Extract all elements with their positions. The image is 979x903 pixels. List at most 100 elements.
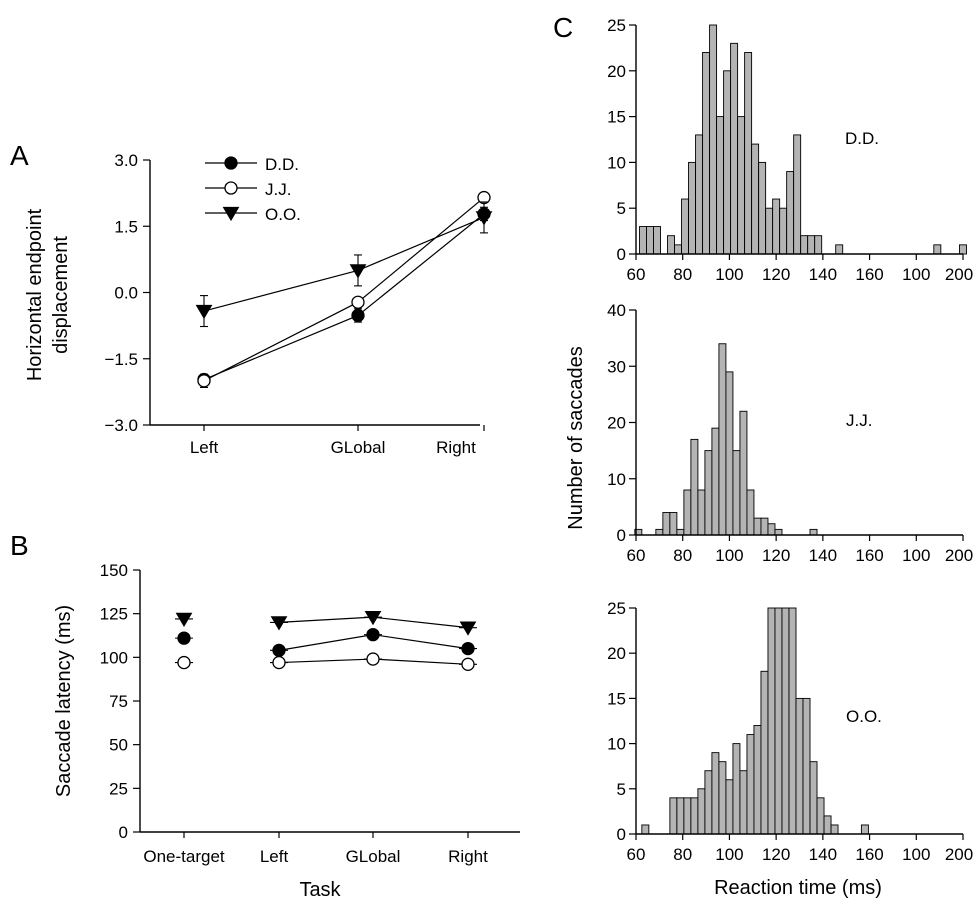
panel-c-ytick-label-d-d: 10 (607, 153, 626, 172)
panel-c-bar-o-o (697, 788, 706, 835)
panel-b-ytick-label: 25 (109, 779, 128, 798)
panel-c-chart: Number of saccades Reaction time (ms) 0 5… (565, 16, 973, 899)
panel-c-bar-o-o (760, 670, 769, 835)
panel-b-point-j-j (461, 657, 475, 671)
panel-b-point-d-d (366, 627, 380, 642)
panel-c-xtick-label-o-o: 100 (902, 845, 930, 864)
panel-a-legend-marker-o-o (222, 206, 240, 222)
panel-c-bar-j-j (739, 410, 748, 536)
panel-c-bar-o-o (860, 824, 869, 835)
panel-c-xtick-label-d-d: 120 (762, 265, 790, 284)
panel-c-bar-d-d (667, 235, 675, 255)
panel-c-bar-j-j (732, 450, 741, 536)
panel-a-ytick-label: 0.0 (114, 284, 138, 303)
panel-c-bar-d-d (772, 198, 781, 255)
panel-a-series-line-d-d (203, 213, 485, 381)
panel-c-bar-d-d (730, 42, 739, 255)
panel-a-ylabel-line1: Horizontal endpoint (24, 208, 46, 381)
panel-c-bar-o-o (739, 770, 748, 835)
panel-c-bar-o-o (816, 797, 825, 835)
panel-c-bar-o-o (823, 815, 832, 835)
panel-c-bar-o-o (746, 734, 755, 835)
panel-c-bar-j-j (774, 528, 783, 536)
panel-c-bar-o-o (753, 725, 762, 835)
panel-c-bar-d-d (723, 70, 732, 255)
panel-c-subject-label-d-d: D.D. (845, 129, 879, 148)
panel-c-ytick-label-d-d: 5 (617, 199, 626, 218)
panel-c-subject-label-j-j: J.J. (846, 411, 872, 430)
panel-c-bar-d-d (688, 161, 697, 255)
panel-c-bar-o-o (767, 607, 776, 835)
panel-c-ytick-label-j-j: 30 (607, 357, 626, 376)
panel-c-ytick-label-o-o: 5 (617, 780, 626, 799)
panel-b-ytick-label: 125 (100, 605, 128, 624)
panel-b-point-j-j (177, 655, 191, 670)
panel-b-point-o-o (175, 612, 193, 628)
panel-c-bar-j-j (760, 517, 769, 536)
panel-a-legend-label-j-j: J.J. (265, 180, 291, 199)
panel-c-bar-o-o (704, 770, 713, 835)
panel-c-xtick-label-d-d: 100 (902, 265, 930, 284)
panel-c-ylabel: Number of saccades (565, 346, 587, 529)
panel-c-bar-j-j (753, 517, 762, 536)
panel-c-bar-d-d (744, 52, 753, 255)
panel-c-bar-o-o (725, 779, 734, 835)
panel-c-subject-label-o-o: O.O. (846, 707, 882, 726)
panel-c-bar-d-d (737, 116, 746, 255)
panel-c-bar-o-o (795, 697, 804, 835)
panel-a-ytick-label: 1.5 (114, 217, 138, 236)
panel-c-ytick-label-o-o: 0 (617, 825, 626, 844)
panel-c-bar-d-d (751, 143, 760, 255)
panel-a-point-j-j (351, 295, 365, 309)
panel-c-bar-o-o (641, 824, 650, 835)
panel-a-legend-label-o-o: O.O. (265, 205, 301, 224)
panel-c-xtick-label-d-d: 160 (855, 265, 883, 284)
panel-c-bar-d-d (765, 207, 774, 255)
panel-c-ytick-label-j-j: 0 (617, 526, 626, 545)
panel-c-bar-d-d (639, 226, 647, 255)
panel-a-ytick-label: −3.0 (104, 416, 138, 435)
panel-c-bar-j-j (718, 343, 727, 536)
panel-a-point-j-j (197, 374, 211, 388)
panel-b-point-j-j (366, 652, 380, 666)
panel-c-ytick-label-d-d: 25 (607, 16, 626, 35)
panel-c-bar-j-j (662, 512, 671, 536)
panel-a-point-o-o (475, 211, 493, 226)
panel-c-ytick-label-o-o: 15 (607, 689, 626, 708)
panel-c-xtick-label-d-d: 80 (673, 265, 692, 284)
panel-c-bar-j-j (809, 528, 818, 536)
panel-a-ytick-label: −1.5 (104, 350, 138, 369)
panel-a-point-o-o (195, 304, 213, 320)
panel-c-xtick-label-j-j: 100 (902, 546, 930, 565)
panel-c-xtick-label-d-d: 60 (627, 265, 646, 284)
panel-c-ytick-label-j-j: 10 (607, 470, 626, 489)
panel-b-ytick-label: 50 (109, 736, 128, 755)
panel-c-xtick-label-o-o: 160 (855, 845, 883, 864)
panel-c-xtick-label-o-o: 140 (809, 845, 837, 864)
panel-label-b: B (10, 530, 29, 561)
panel-c-bar-d-d (933, 244, 942, 255)
panel-b-chart: Saccade latency (ms) Task 0 25 50 75 100 125 1… (53, 561, 520, 901)
panel-c-bar-o-o (830, 824, 839, 835)
panel-b-point-d-d (177, 631, 191, 645)
panel-c-bar-j-j (676, 528, 685, 536)
panel-a-xtick-label: GLobal (331, 438, 386, 457)
panel-c-xtick-label-d-d: 100 (715, 265, 743, 284)
panel-c-xtick-label-j-j: 60 (627, 546, 646, 565)
panel-b-point-d-d (461, 641, 475, 656)
panel-c-bar-o-o (809, 761, 818, 835)
panel-c-xtick-label-d-d: 200 (945, 265, 973, 284)
panel-c-bar-d-d (716, 116, 725, 255)
panel-c-bar-d-d (814, 235, 823, 255)
panel-c-xtick-label-j-j: 160 (855, 546, 883, 565)
panel-c-bar-j-j (725, 371, 734, 536)
panel-b-ytick-label: 150 (100, 561, 128, 580)
panel-c-bar-j-j (683, 489, 692, 536)
panel-c-xlabel: Reaction time (ms) (714, 877, 882, 899)
panel-c-xtick-label-o-o: 120 (762, 845, 790, 864)
panel-b-xtick-label: GLobal (346, 847, 401, 866)
panel-c-bar-d-d (695, 134, 704, 255)
panel-c-ytick-label-j-j: 20 (607, 414, 626, 433)
panel-c-bar-o-o (669, 797, 678, 835)
